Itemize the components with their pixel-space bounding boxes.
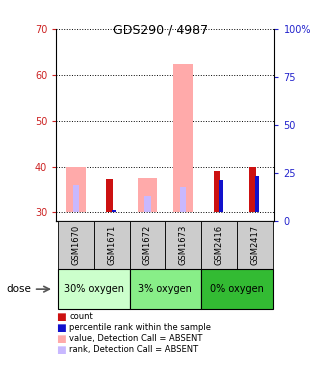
- Bar: [173, 64, 193, 212]
- Bar: [112, 210, 116, 212]
- Bar: [73, 185, 79, 212]
- Text: ■: ■: [56, 311, 66, 322]
- Text: GSM1671: GSM1671: [107, 225, 116, 265]
- Bar: [237, 221, 273, 269]
- Bar: [219, 180, 223, 212]
- Bar: [180, 187, 187, 212]
- Text: GSM1670: GSM1670: [71, 225, 80, 265]
- Text: ■: ■: [56, 333, 66, 344]
- Text: ■: ■: [56, 344, 66, 355]
- Text: GSM1672: GSM1672: [143, 225, 152, 265]
- Bar: [249, 167, 256, 212]
- Bar: [66, 167, 86, 212]
- Text: 3% oxygen: 3% oxygen: [138, 284, 192, 294]
- Text: dose: dose: [6, 284, 31, 294]
- Text: GDS290 / 4987: GDS290 / 4987: [113, 24, 208, 37]
- Bar: [213, 171, 220, 212]
- Bar: [58, 269, 130, 309]
- Text: GSM2416: GSM2416: [214, 225, 223, 265]
- Text: rank, Detection Call = ABSENT: rank, Detection Call = ABSENT: [69, 345, 198, 354]
- Bar: [130, 221, 165, 269]
- Text: count: count: [69, 312, 93, 321]
- Bar: [94, 221, 130, 269]
- Text: percentile rank within the sample: percentile rank within the sample: [69, 323, 211, 332]
- Text: 0% oxygen: 0% oxygen: [210, 284, 264, 294]
- Bar: [106, 179, 113, 212]
- Bar: [201, 221, 237, 269]
- Bar: [144, 196, 151, 212]
- Bar: [138, 178, 157, 212]
- Bar: [255, 176, 259, 212]
- Text: GSM1673: GSM1673: [179, 225, 188, 265]
- Bar: [165, 221, 201, 269]
- Text: ■: ■: [56, 322, 66, 333]
- Text: GSM2417: GSM2417: [250, 225, 259, 265]
- Bar: [130, 269, 201, 309]
- Text: 30% oxygen: 30% oxygen: [64, 284, 124, 294]
- Text: value, Detection Call = ABSENT: value, Detection Call = ABSENT: [69, 334, 202, 343]
- Bar: [58, 221, 94, 269]
- Bar: [201, 269, 273, 309]
